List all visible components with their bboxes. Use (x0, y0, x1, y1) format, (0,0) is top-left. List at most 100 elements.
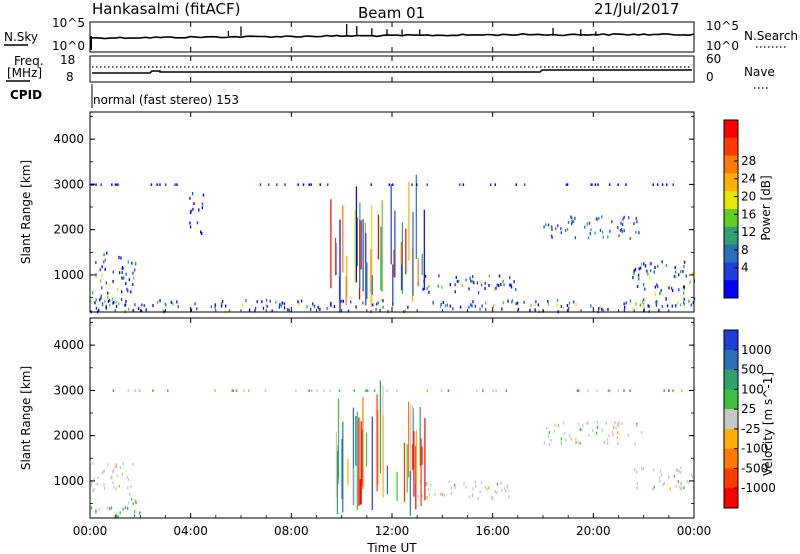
heatmap-cell (638, 277, 640, 281)
heatmap-cell (553, 429, 556, 433)
heatmap-cell (235, 389, 238, 392)
heatmap-cell (665, 264, 668, 267)
heatmap-cell (590, 183, 592, 186)
heatmap-cell (388, 183, 391, 186)
heatmap-cell (639, 303, 642, 307)
heatmap-cell (598, 216, 600, 220)
heatmap-cell (362, 301, 364, 305)
heatmap-cell (653, 270, 655, 274)
heatmap-cell (623, 229, 625, 233)
heatmap-cell (662, 482, 664, 486)
heatmap-cell (472, 487, 474, 491)
heatmap-cell (479, 490, 481, 494)
y-tick-label: 3000 (53, 383, 84, 397)
heatmap-cell (642, 298, 645, 302)
heatmap-streak (424, 417, 426, 501)
heatmap-cell (568, 434, 571, 438)
heatmap-cell (283, 302, 285, 306)
colorbar-swatch (724, 191, 738, 210)
x-tick-label: 00:00 (677, 524, 712, 538)
heatmap-streak (413, 431, 415, 497)
heatmap-cell (382, 299, 384, 303)
heatmap-cell (694, 297, 696, 301)
heatmap-cell (261, 300, 263, 304)
heatmap-cell (174, 183, 176, 186)
heatmap-cell (495, 389, 497, 392)
heatmap-cell (484, 281, 486, 285)
heatmap-cell (635, 470, 638, 474)
heatmap-cell (95, 183, 97, 186)
heatmap-streak (401, 222, 403, 294)
heatmap-cell (672, 289, 674, 292)
heatmap-cell (488, 284, 490, 287)
colorbar-swatch (724, 209, 738, 228)
heatmap-cell (589, 232, 592, 236)
heatmap-cell (636, 424, 638, 428)
y-tick-label: 3000 (53, 177, 84, 191)
heatmap-cell (636, 482, 638, 486)
heatmap-cell (196, 307, 198, 311)
heatmap-cell (317, 305, 319, 309)
heatmap-cell (455, 275, 457, 279)
heatmap-cell (491, 495, 493, 499)
heatmap-streak (353, 468, 355, 505)
heatmap-cell (496, 482, 499, 486)
heatmap-cell (599, 305, 601, 309)
nsky-tick-high: 10^5 (52, 16, 85, 30)
heatmap-cell (675, 484, 677, 488)
heatmap-cell (479, 280, 481, 284)
heatmap-cell (588, 433, 590, 437)
heatmap-cell (396, 389, 398, 392)
heatmap-cell (116, 474, 118, 478)
heatmap-cell (575, 303, 577, 307)
heatmap-cell (617, 431, 619, 435)
heatmap-cell (587, 389, 589, 392)
heatmap-streak (409, 471, 411, 516)
heatmap-cell (380, 298, 382, 302)
heatmap-cell (643, 309, 645, 313)
heatmap-cell (584, 225, 586, 229)
heatmap-streak (338, 276, 341, 300)
heatmap-streak (330, 199, 332, 289)
heatmap-cell (678, 288, 680, 292)
heatmap-cell (516, 301, 519, 305)
heatmap-cell (462, 183, 465, 186)
heatmap-cell (107, 291, 109, 295)
colorbar-tick-label: 500 (741, 363, 764, 377)
heatmap-streak (339, 219, 341, 313)
heatmap-cell (96, 482, 98, 486)
heatmap-cell (501, 307, 503, 311)
heatmap-cell (465, 485, 467, 489)
heatmap-cell (493, 287, 496, 291)
heatmap-cell (134, 498, 136, 502)
heatmap-cell (617, 226, 619, 230)
heatmap-cell (523, 300, 525, 304)
heatmap-cell (570, 437, 572, 441)
colorbar-tick-label: 1000 (741, 343, 772, 357)
heatmap-cell (448, 480, 450, 484)
heatmap-cell (683, 302, 685, 306)
heatmap-cell (633, 269, 636, 273)
heatmap-cell (125, 299, 127, 303)
heatmap-cell (134, 389, 136, 392)
nsky-tick-low: 10^0 (52, 39, 85, 53)
heatmap-cell (319, 307, 321, 311)
heatmap-cell (680, 270, 682, 274)
heatmap-streak (356, 411, 358, 510)
nsearch-tick-high: 10^5 (706, 19, 739, 33)
heatmap-cell (95, 509, 97, 513)
heatmap-cell (470, 303, 472, 307)
heatmap-cell (564, 229, 567, 233)
heatmap-cell (640, 431, 643, 435)
heatmap-cell (683, 260, 686, 264)
heatmap-cell (266, 304, 268, 308)
heatmap-cell (619, 228, 622, 232)
heatmap-cell (674, 266, 676, 270)
heatmap-cell (310, 307, 312, 311)
heatmap-cell (678, 470, 680, 474)
heatmap-cell (129, 492, 131, 496)
heatmap-cell (586, 222, 588, 226)
heatmap-cell (441, 285, 443, 289)
velocity-ylabel: Slant Range [km] (19, 366, 33, 470)
heatmap-cell (442, 301, 444, 304)
